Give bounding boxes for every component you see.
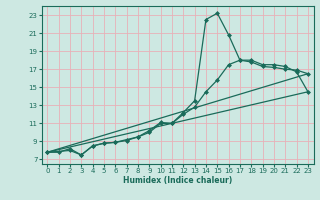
X-axis label: Humidex (Indice chaleur): Humidex (Indice chaleur)	[123, 176, 232, 185]
